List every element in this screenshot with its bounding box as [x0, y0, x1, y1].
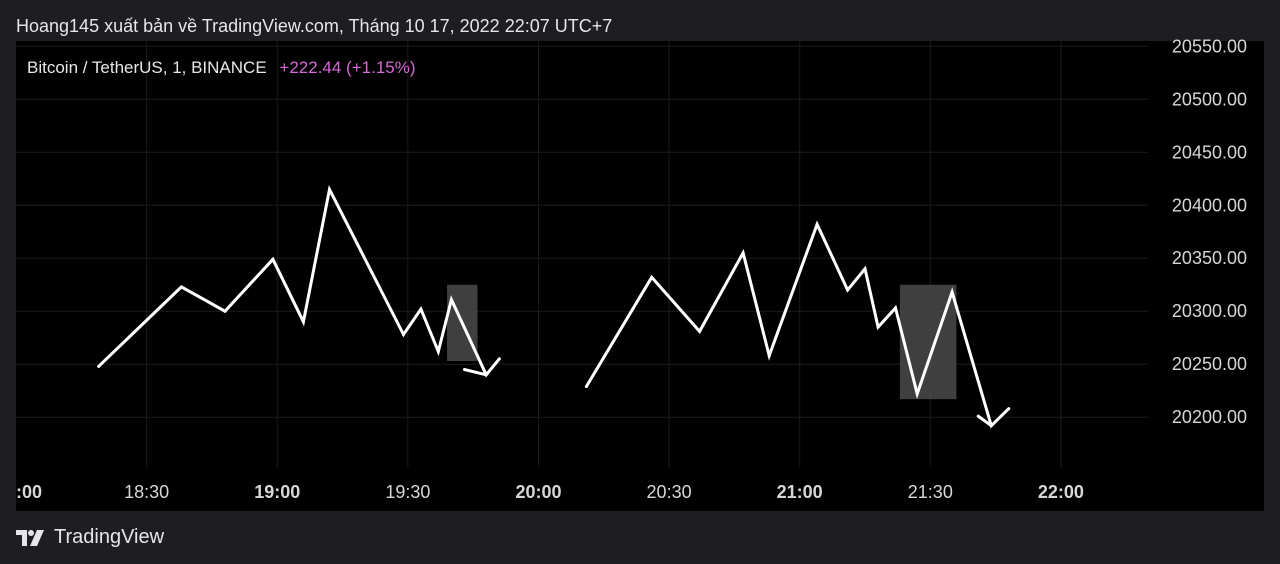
x-tick-label: 19:30	[385, 482, 430, 502]
data-point	[436, 349, 440, 353]
data-point	[846, 288, 850, 292]
price-line	[584, 220, 1011, 429]
data-point	[741, 251, 745, 255]
data-point	[1007, 407, 1011, 411]
tradingview-footer[interactable]: TradingView	[16, 526, 164, 549]
y-tick-label: 20450.00	[1172, 142, 1247, 162]
x-tick-label: 21:00	[777, 482, 823, 502]
y-tick-label: 20500.00	[1172, 89, 1247, 109]
price-line	[97, 184, 501, 378]
data-point	[915, 392, 919, 396]
data-point	[179, 285, 183, 289]
attribution-header: Hoang145 xuất bản về TradingView.com, Th…	[16, 16, 613, 36]
data-point	[327, 187, 331, 191]
x-axis: :00 18:30 19:00 19:30 20:00 20:30 21:00 21:30 22…	[16, 482, 1084, 502]
data-point	[815, 222, 819, 226]
data-point	[698, 329, 702, 333]
symbol-legend[interactable]: Bitcoin / TetherUS, 1, BINANCE +222.44 (…	[27, 58, 416, 78]
x-tick-label: 19:00	[254, 482, 300, 502]
x-tick-label: 21:30	[908, 482, 953, 502]
data-point	[650, 275, 654, 279]
data-point	[449, 298, 453, 302]
data-point	[767, 354, 771, 358]
y-tick-label: 20400.00	[1172, 195, 1247, 215]
price-change: +222.44 (+1.15%)	[279, 58, 416, 77]
data-point	[223, 309, 227, 313]
data-point	[584, 384, 588, 388]
data-point	[271, 257, 275, 261]
data-point	[301, 320, 305, 324]
data-point	[419, 307, 423, 311]
data-point	[950, 290, 954, 294]
y-tick-label: 20300.00	[1172, 301, 1247, 321]
brand-name: TradingView	[54, 526, 165, 548]
data-point	[97, 364, 101, 368]
tradingview-logo-icon	[16, 529, 44, 546]
y-tick-label: 20250.00	[1172, 354, 1247, 374]
data-point	[401, 333, 405, 337]
y-axis: 20550.00 20500.00 20450.00 20400.00 20350.00…	[1172, 36, 1247, 427]
x-tick-label: :00	[16, 482, 42, 502]
data-point	[876, 325, 880, 329]
highlight-boxes	[447, 284, 957, 400]
x-tick-label: 20:00	[515, 482, 561, 502]
y-tick-label: 20350.00	[1172, 248, 1247, 268]
chart-panel[interactable]	[16, 41, 1264, 511]
y-tick-label: 20200.00	[1172, 407, 1247, 427]
x-tick-label: 22:00	[1038, 482, 1084, 502]
data-point	[893, 306, 897, 310]
price-lines	[97, 184, 1011, 429]
x-tick-label: 18:30	[124, 482, 169, 502]
arrow-tip	[976, 414, 993, 428]
y-tick-label: 20550.00	[1172, 36, 1247, 56]
symbol-label: Bitcoin / TetherUS, 1, BINANCE	[27, 58, 267, 77]
data-point	[863, 267, 867, 271]
grid-lines	[16, 41, 1148, 467]
arrow-tip	[462, 368, 488, 377]
x-tick-label: 20:30	[647, 482, 692, 502]
data-point	[497, 357, 501, 361]
